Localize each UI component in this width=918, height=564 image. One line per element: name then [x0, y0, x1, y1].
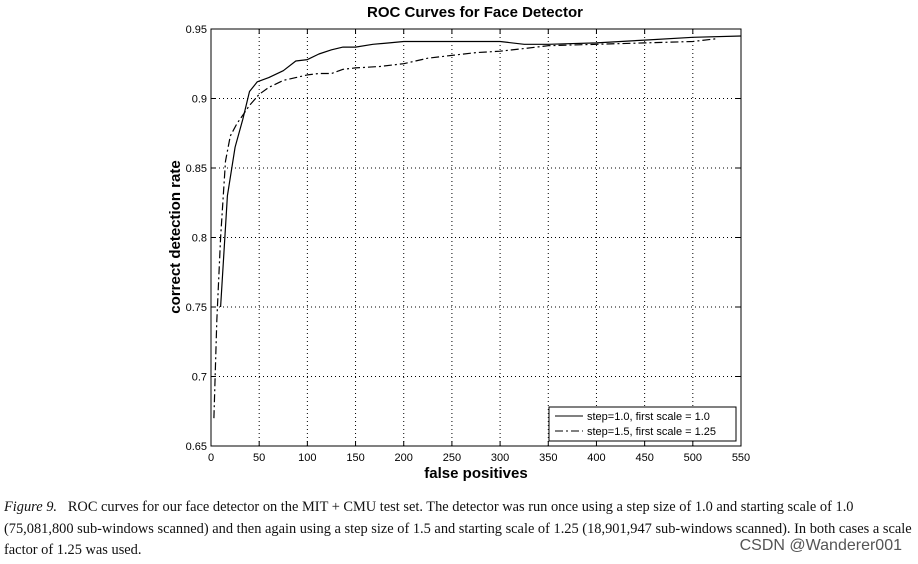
y-axis-label: correct detection rate — [167, 160, 184, 313]
axis-ticks: 0 50 100 150 200 250 300 350 400 450 500 550 0.65 0.7… — [186, 24, 751, 464]
x-tick-label: 150 — [346, 452, 364, 464]
y-tick-label: 0.75 — [186, 302, 207, 314]
y-tick-label: 0.7 — [192, 372, 207, 384]
x-tick-label: 450 — [635, 452, 653, 464]
x-tick-label: 500 — [684, 452, 702, 464]
x-tick-label: 0 — [208, 452, 214, 464]
legend-box — [548, 406, 737, 442]
x-tick-label: 50 — [253, 452, 265, 464]
figure-caption: Figure 9. ROC curves for our face detect… — [4, 497, 914, 562]
legend: step=1.0, first scale = 1.0 step=1.5, fi… — [548, 406, 737, 442]
series-lines — [213, 35, 742, 419]
plot-frame — [210, 28, 742, 447]
x-tick-label: 300 — [491, 452, 509, 464]
y-tick-label: 0.95 — [186, 24, 207, 36]
roc-chart: ROC Curves for Face Detector 0 50 100 150 20… — [167, 4, 751, 482]
y-tick-label: 0.8 — [192, 233, 207, 245]
caption-label: Figure 9. — [4, 499, 58, 515]
y-tick-label: 0.65 — [186, 441, 207, 453]
series-line-step-1-5 — [213, 38, 717, 419]
watermark: CSDN @Wanderer001 — [737, 537, 904, 555]
legend-label-2: step=1.5, first scale = 1.25 — [587, 426, 716, 438]
caption-text: ROC curves for our face detector on the … — [4, 499, 912, 558]
x-tick-label: 400 — [587, 452, 605, 464]
y-tick-label: 0.9 — [192, 94, 207, 106]
x-axis-label: false positives — [424, 465, 527, 482]
chart-title: ROC Curves for Face Detector — [367, 4, 583, 21]
x-tick-label: 250 — [443, 452, 461, 464]
x-tick-label: 100 — [298, 452, 316, 464]
y-tick-label: 0.85 — [186, 163, 207, 175]
legend-label-1: step=1.0, first scale = 1.0 — [587, 411, 710, 423]
x-tick-label: 200 — [395, 452, 413, 464]
x-tick-label: 550 — [732, 452, 750, 464]
grid — [211, 29, 741, 446]
x-tick-label: 350 — [539, 452, 557, 464]
series-line-step-1-0 — [220, 35, 742, 308]
